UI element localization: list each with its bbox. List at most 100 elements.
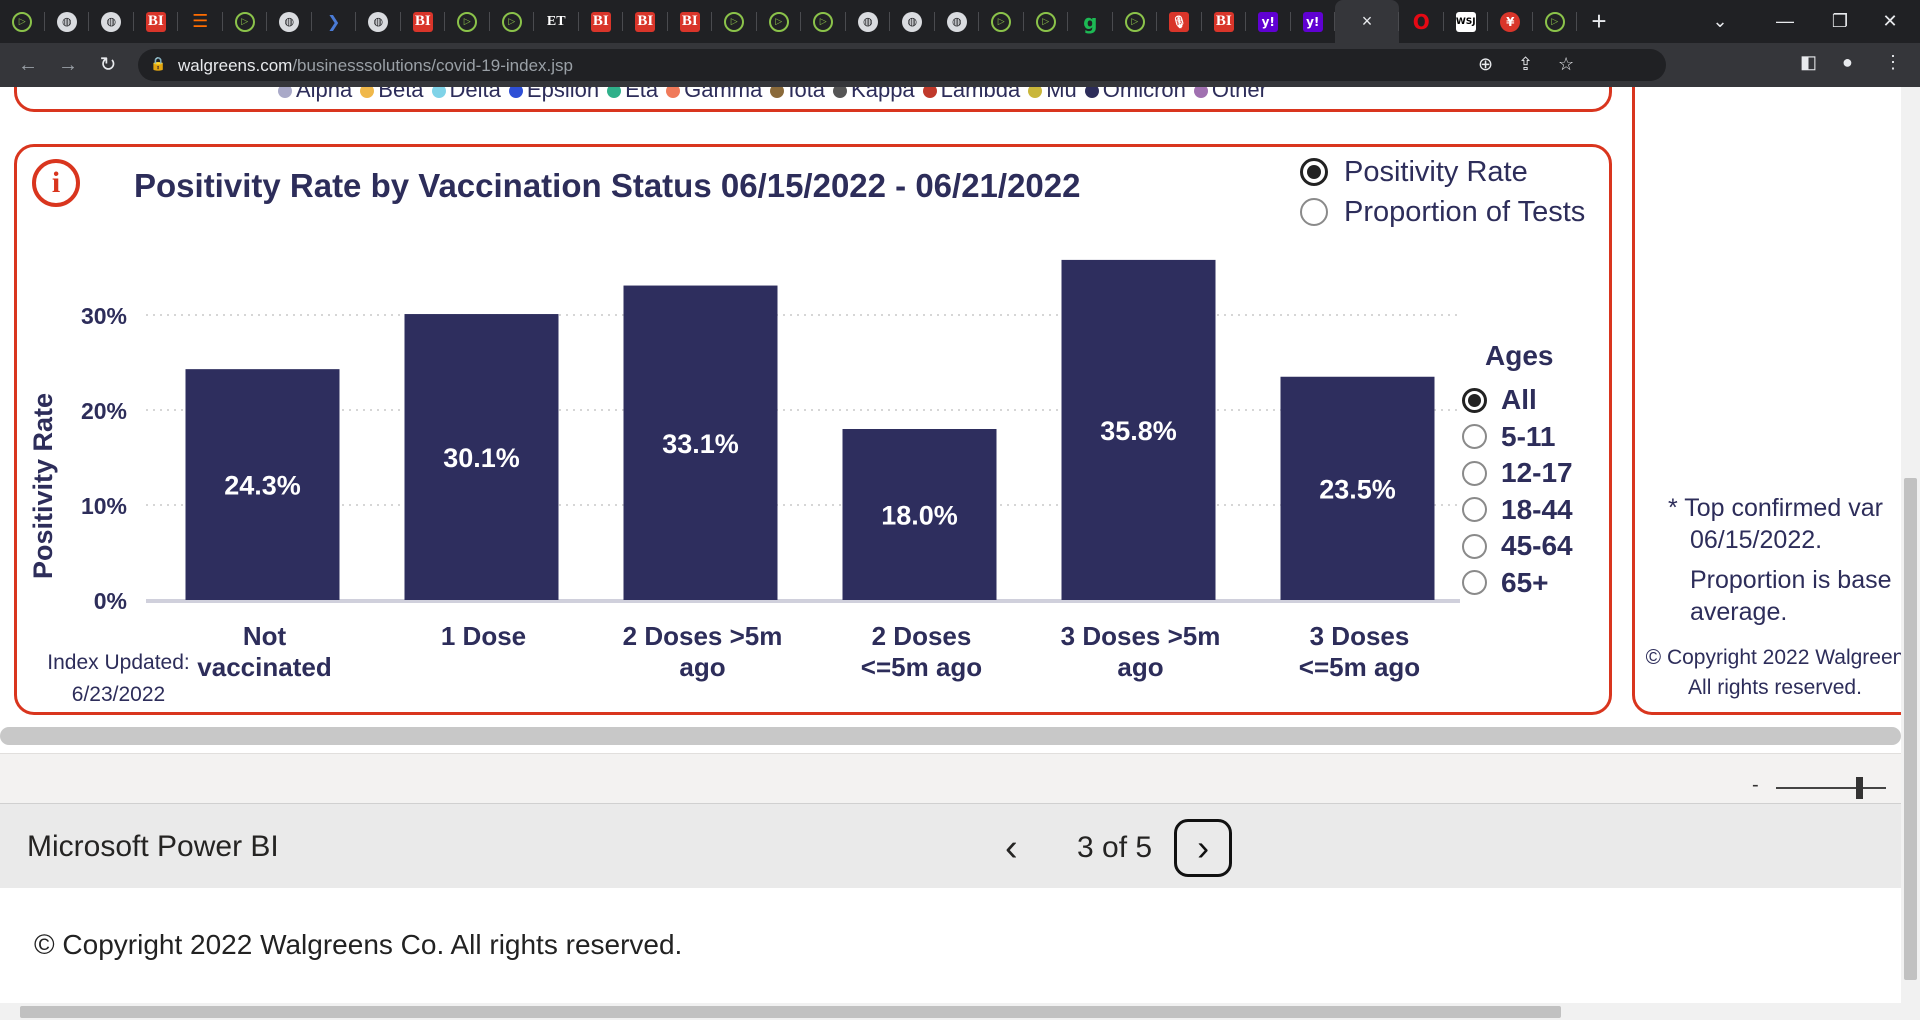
radio-unselected-icon[interactable]	[1462, 570, 1487, 596]
browser-tab[interactable]: y!	[1246, 0, 1291, 43]
browser-tab[interactable]: ▷	[712, 0, 757, 43]
age-option[interactable]: 45-64	[1462, 528, 1573, 565]
legend-label: Iota	[788, 87, 826, 102]
radio-selected-icon[interactable]	[1300, 158, 1328, 186]
radio-unselected-icon[interactable]	[1462, 424, 1487, 450]
close-window-button[interactable]: ✕	[1882, 11, 1898, 31]
side-panel-icon[interactable]: ◧	[1800, 52, 1818, 72]
url-input[interactable]: 🔒 walgreens.com/businesssolutions/covid-…	[138, 49, 1666, 81]
menu-icon[interactable]: ⋮	[1884, 52, 1902, 72]
browser-tab[interactable]: ▷	[0, 0, 45, 43]
next-page-button[interactable]: ›	[1174, 819, 1233, 877]
age-option[interactable]: 5-11	[1462, 419, 1573, 456]
radio-unselected-icon[interactable]	[1300, 198, 1328, 226]
browser-tab[interactable]: ◍	[846, 0, 891, 43]
age-option[interactable]: 18-44	[1462, 492, 1573, 529]
reload-icon[interactable]: ↻	[99, 54, 117, 76]
age-option[interactable]: 65+	[1462, 565, 1573, 602]
browser-tab[interactable]: ❯	[312, 0, 357, 43]
share-icon[interactable]: ⇪	[1518, 54, 1534, 74]
x-tick-label: 2 Doses >5m	[623, 621, 783, 651]
tab-search-icon[interactable]: ⌄	[1712, 11, 1728, 31]
side-copyright: © Copyright 2022 Walgreen All rights res…	[1640, 643, 1901, 703]
bookmark-star-icon[interactable]: ☆	[1558, 54, 1575, 74]
legend-dot	[431, 87, 446, 99]
browser-tab[interactable]: BI	[401, 0, 446, 43]
browser-tab[interactable]: ☰	[178, 0, 223, 43]
browser-tab[interactable]: ▷	[223, 0, 268, 43]
radio-unselected-icon[interactable]	[1462, 497, 1487, 523]
new-tab-button[interactable]: +	[1591, 6, 1607, 36]
report-scrollbar[interactable]	[0, 727, 1901, 745]
browser-tab[interactable]: ▷	[1533, 0, 1578, 43]
browser-tab[interactable]: BI	[134, 0, 179, 43]
browser-tab[interactable]: BI	[623, 0, 668, 43]
side-card	[1632, 87, 1901, 715]
browser-tab[interactable]: BI	[1202, 0, 1247, 43]
browser-tab[interactable]: ▷	[801, 0, 846, 43]
zoom-out-icon[interactable]: -	[1752, 774, 1759, 796]
browser-tab[interactable]: ◍	[935, 0, 980, 43]
previous-page-button[interactable]: ‹	[1005, 826, 1018, 869]
close-tab-icon[interactable]: ×	[1361, 11, 1373, 31]
side-note-line: * Top confirmed var	[1668, 494, 1883, 522]
browser-tab[interactable]: ¥	[1488, 0, 1533, 43]
browser-tab[interactable]: WSJ	[1444, 0, 1489, 43]
browser-tab[interactable]: ◍	[356, 0, 401, 43]
data-label: 18.0%	[881, 501, 958, 531]
radio-unselected-icon[interactable]	[1462, 460, 1487, 486]
legend-dot	[1028, 87, 1043, 99]
zoom-slider[interactable]	[1776, 787, 1886, 789]
powerbi-name[interactable]: Microsoft Power BI	[27, 830, 279, 863]
horizontal-scrollbar-thumb[interactable]	[20, 1006, 1561, 1018]
back-icon[interactable]: ←	[18, 54, 38, 76]
browser-tab[interactable]: ◍	[45, 0, 90, 43]
zoom-slider-handle[interactable]	[1856, 777, 1863, 799]
browser-tab[interactable]: ▷	[1113, 0, 1158, 43]
browser-tab[interactable]: ▷	[1024, 0, 1069, 43]
side-copyright-line: © Copyright 2022 Walgreen	[1645, 646, 1901, 669]
browser-tab[interactable]: ◍	[890, 0, 935, 43]
browser-tab[interactable]: ▷	[490, 0, 535, 43]
browser-tab[interactable]: g	[1068, 0, 1113, 43]
info-icon[interactable]: i	[32, 159, 80, 207]
page-navigator: ‹ 3 of 5 ›	[1005, 819, 1233, 877]
legend-dot	[607, 87, 622, 99]
forward-icon[interactable]: →	[58, 54, 78, 76]
url-host: walgreens.com	[178, 56, 293, 75]
browser-tab[interactable]: ◍	[89, 0, 134, 43]
play-icon: ▷	[1035, 11, 1056, 32]
opera-icon: O	[1412, 9, 1430, 34]
browser-tab[interactable]: BI	[668, 0, 713, 43]
browser-tab[interactable]: ◍	[267, 0, 312, 43]
legend-label: Alpha	[296, 87, 353, 102]
index-updated: Index Updated: 6/23/2022	[46, 647, 191, 711]
economic-times-icon: ET	[546, 13, 566, 29]
vertical-scrollbar-thumb[interactable]	[1904, 478, 1917, 980]
restore-button[interactable]: ❐	[1831, 11, 1849, 31]
proportion-of-tests-option[interactable]: Proportion of Tests	[1300, 192, 1585, 232]
legend-dot	[833, 87, 848, 99]
radio-selected-icon[interactable]	[1462, 387, 1487, 413]
legend-label: Mu	[1046, 87, 1077, 102]
positivity-rate-option[interactable]: Positivity Rate	[1300, 152, 1585, 192]
browser-tab[interactable]: y!	[1291, 0, 1336, 43]
legend-dot	[278, 87, 292, 99]
minimize-button[interactable]: —	[1776, 11, 1794, 31]
profile-icon[interactable]: ●	[1842, 52, 1853, 72]
browser-tab[interactable]: BI	[579, 0, 624, 43]
radio-unselected-icon[interactable]	[1462, 533, 1487, 559]
age-option[interactable]: All	[1462, 382, 1573, 419]
browser-tab[interactable]: O	[1399, 0, 1444, 43]
browser-tab[interactable]: ET	[534, 0, 579, 43]
zoom-icon[interactable]: ⊕	[1478, 54, 1494, 74]
data-label: 23.5%	[1319, 474, 1396, 504]
browser-tab[interactable]: 🎙	[1157, 0, 1202, 43]
browser-tab[interactable]: ▷	[445, 0, 490, 43]
active-tab[interactable]: ×	[1335, 0, 1399, 43]
age-option-label: All	[1501, 384, 1537, 416]
age-option[interactable]: 12-17	[1462, 455, 1573, 492]
browser-tab[interactable]: ▷	[979, 0, 1024, 43]
play-icon: ▷	[12, 11, 33, 32]
browser-tab[interactable]: ▷	[757, 0, 802, 43]
